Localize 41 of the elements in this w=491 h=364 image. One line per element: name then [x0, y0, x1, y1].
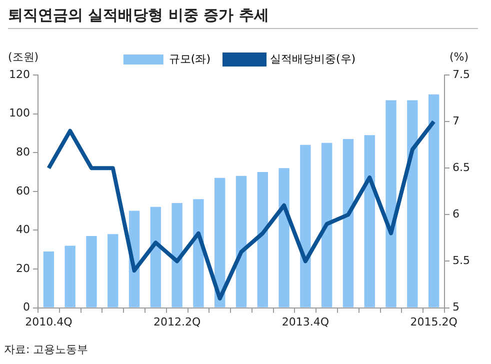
legend-label: 실적배당비중(우) — [270, 52, 356, 66]
y2-tick-label: 7 — [452, 114, 460, 128]
bar — [364, 135, 375, 308]
bar — [428, 94, 440, 308]
bar — [342, 139, 354, 308]
bar — [193, 199, 204, 308]
y2-tick-label: 6.5 — [452, 160, 470, 174]
y2-tick-label: 5.5 — [452, 254, 470, 268]
bar — [321, 142, 332, 308]
bar — [43, 252, 54, 308]
y-tick-label: 40 — [16, 223, 30, 236]
y-tick-label: 80 — [16, 145, 30, 158]
y-tick-label: 120 — [8, 68, 30, 81]
bar — [407, 100, 418, 308]
bar — [386, 100, 396, 308]
text: 자료: 고용노동부 — [4, 342, 88, 357]
bar — [278, 168, 290, 308]
bar — [236, 176, 247, 308]
y2-axis-title: (%) — [449, 50, 469, 64]
bar — [300, 144, 311, 308]
y2-tick-label: 7.5 — [452, 68, 470, 81]
legend-label: 규모(좌) — [168, 52, 211, 66]
x-tick-label: 2012.2Q — [153, 315, 201, 328]
bar — [150, 206, 162, 308]
y-tick-label: 100 — [8, 106, 30, 120]
y-tick-label: 20 — [16, 262, 30, 275]
bar — [214, 178, 226, 308]
bar — [64, 246, 76, 308]
x-tick-label: 2015.2Q — [410, 315, 458, 328]
y-tick-label: 60 — [16, 184, 30, 198]
chart-title: 퇴직연금의 실적배당형 비중 증가 추세 — [8, 6, 478, 29]
bar — [86, 236, 97, 308]
y2-tick-label: 5 — [452, 300, 460, 314]
y-axis-title: (조원) — [8, 50, 39, 64]
y2-tick-label: 6 — [452, 208, 460, 221]
bar — [108, 234, 118, 308]
x-tick-label: 2013.4Q — [282, 315, 330, 328]
bar — [172, 203, 182, 308]
x-tick-label: 2010.4Q — [25, 315, 73, 328]
bar — [257, 172, 268, 308]
y-tick-label: 0 — [22, 300, 30, 314]
